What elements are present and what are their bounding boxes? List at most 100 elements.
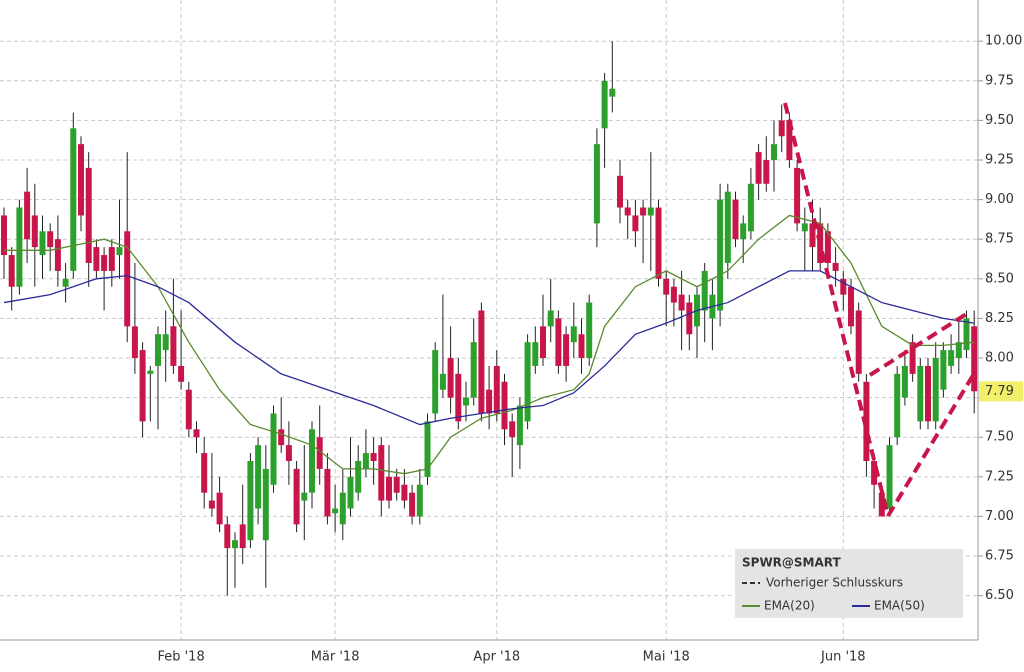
candle-body xyxy=(524,342,531,422)
candle-body xyxy=(617,175,623,208)
candle-body xyxy=(901,365,908,398)
candle-body xyxy=(378,445,385,501)
candle-body xyxy=(848,286,854,327)
candle-body xyxy=(686,302,693,335)
candle-body xyxy=(501,381,508,430)
candle-body xyxy=(601,80,608,129)
y-tick-label: 9.75 xyxy=(985,73,1014,88)
candle-body xyxy=(871,460,878,485)
candle-body xyxy=(794,167,801,224)
candle-body xyxy=(185,389,192,430)
candle-body xyxy=(463,397,469,406)
candle-body xyxy=(624,207,631,216)
candle-body xyxy=(971,326,978,392)
candle-body xyxy=(424,421,431,477)
candle-body xyxy=(370,453,377,461)
candle-body xyxy=(540,326,546,359)
candle-body xyxy=(486,389,493,414)
candle-body xyxy=(455,373,462,422)
candle-body xyxy=(948,350,955,366)
candle-body xyxy=(493,365,500,414)
y-tick-label: 8.00 xyxy=(985,351,1014,366)
candle-body xyxy=(771,144,777,160)
candle-body xyxy=(54,239,61,271)
candle-body xyxy=(270,413,277,485)
candle-body xyxy=(339,492,346,525)
y-tick-label: 9.50 xyxy=(985,113,1014,128)
candle-body xyxy=(409,492,416,517)
legend-label: Vorheriger Schlusskurs xyxy=(766,576,903,590)
y-tick-label: 8.50 xyxy=(985,271,1014,286)
candle-body xyxy=(593,144,600,224)
candle-body xyxy=(155,334,161,366)
marks xyxy=(1,41,978,596)
pattern-annotation xyxy=(783,102,977,518)
y-tick-label: 7.25 xyxy=(985,469,1014,484)
candle-body xyxy=(509,421,516,438)
candle-body xyxy=(247,460,254,541)
candle-body xyxy=(894,373,901,438)
x-tick-label: Jun '18 xyxy=(820,650,866,665)
candle-body xyxy=(801,223,808,232)
pattern-line xyxy=(783,102,890,517)
candle-body xyxy=(116,247,123,256)
y-tick-label: 9.25 xyxy=(985,153,1014,168)
candle-body xyxy=(555,318,562,366)
candle-body xyxy=(940,350,947,390)
candle-body xyxy=(162,334,169,351)
candle-body xyxy=(332,508,339,514)
candle-body xyxy=(886,445,893,509)
candle-body xyxy=(755,152,762,184)
candle-body xyxy=(732,199,739,240)
candle-body xyxy=(178,365,185,382)
candle-body xyxy=(147,370,154,374)
candle-body xyxy=(293,468,300,525)
ema-line xyxy=(4,214,975,475)
candle-body xyxy=(532,342,539,366)
candle-body xyxy=(840,278,847,295)
y-tick-label: 10.00 xyxy=(985,34,1022,49)
candle-body xyxy=(909,342,916,374)
candle-body xyxy=(570,326,577,343)
candle-body xyxy=(93,247,100,271)
candle-body xyxy=(724,191,731,263)
candle-body xyxy=(832,262,839,271)
candle-body xyxy=(16,207,23,287)
candle-body xyxy=(809,223,816,248)
candle-body xyxy=(285,445,292,461)
candle-body xyxy=(78,144,84,216)
candle-body xyxy=(586,302,593,359)
candle-body xyxy=(301,492,308,501)
candle-body xyxy=(701,270,708,311)
candle-body xyxy=(432,350,439,414)
candle-body xyxy=(470,342,477,398)
candle-body xyxy=(124,231,131,327)
candle-body xyxy=(278,429,285,446)
y-tick-label: 6.50 xyxy=(985,588,1014,603)
legend-title: SPWR@SMART xyxy=(742,556,841,570)
candle-body xyxy=(963,318,970,351)
candle-body xyxy=(447,358,454,398)
candle-body xyxy=(62,278,69,287)
candle-body xyxy=(309,429,315,493)
candle-body xyxy=(216,492,223,525)
candle-body xyxy=(663,278,670,295)
candle-body xyxy=(932,358,939,422)
candle-body xyxy=(478,310,485,414)
x-tick-label: Feb '18 xyxy=(157,650,204,665)
candle-body xyxy=(747,183,754,232)
candle-body xyxy=(262,468,269,541)
candle-body xyxy=(70,128,77,271)
ema-line xyxy=(3,270,975,426)
candle-body xyxy=(355,460,362,493)
candle-body xyxy=(139,350,146,422)
candle-body xyxy=(39,231,46,256)
candle-body xyxy=(224,524,231,549)
candle-body xyxy=(1,215,7,256)
y-tick-label: 9.00 xyxy=(985,192,1014,207)
candle-body xyxy=(193,429,200,438)
candle-body xyxy=(362,453,369,469)
y-tick-label: 7.50 xyxy=(985,430,1014,445)
